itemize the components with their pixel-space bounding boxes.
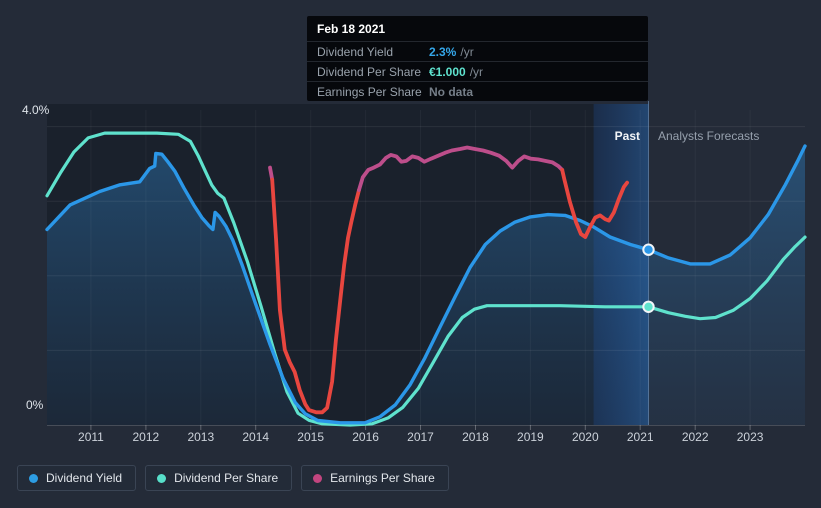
past-label: Past: [614, 129, 640, 143]
x-tick-label-2023: 2023: [736, 430, 764, 444]
tooltip-label: Dividend Per Share: [317, 64, 422, 79]
tooltip-label: Dividend Yield: [317, 44, 394, 59]
x-tick-label-2016: 2016: [352, 430, 379, 444]
earnings-per-share-line-segment: [268, 165, 275, 182]
x-tick-label-2015: 2015: [297, 430, 324, 444]
analysts-forecasts-label: Analysts Forecasts: [658, 129, 760, 143]
past-year-band: [593, 104, 649, 425]
dividend-yield-marker[interactable]: [642, 243, 655, 256]
earnings-per-share-line-segment: [270, 177, 361, 415]
x-tick-label-2022: 2022: [681, 430, 709, 444]
legend-item-earnings-per-share[interactable]: Earnings Per Share: [301, 465, 449, 491]
dividend-per-share-line: [45, 131, 807, 427]
dividend-per-share-marker[interactable]: [642, 300, 655, 313]
legend-label: Earnings Per Share: [330, 471, 435, 485]
tooltip-row-earnings-per-share: Earnings Per Share No data: [307, 81, 648, 101]
dividend-per-share-dot-icon: [157, 473, 167, 483]
legend: Dividend Yield Dividend Per Share Earnin…: [17, 465, 449, 491]
earnings-per-share-line-segment: [560, 168, 629, 239]
tooltip-unit: /yr: [469, 64, 484, 79]
tooltip-unit: /yr: [460, 44, 474, 59]
legend-item-dividend-yield[interactable]: Dividend Yield: [17, 465, 137, 491]
legend-label: Dividend Per Share: [174, 471, 279, 485]
tooltip-value: 2.3%: [429, 44, 457, 59]
x-tick-label-2018: 2018: [462, 430, 489, 444]
tooltip-label: Earnings Per Share: [317, 84, 422, 99]
x-tick-label-2019: 2019: [517, 430, 544, 444]
legend-label: Dividend Yield: [46, 471, 123, 485]
x-tick-label-2013: 2013: [187, 430, 215, 444]
y-axis-label-bottom: 0%: [26, 398, 44, 412]
y-axis-label-top: 4.0%: [22, 103, 50, 117]
tooltip-row-dividend-yield: Dividend Yield 2.3% /yr: [307, 41, 648, 61]
hover-tooltip: Feb 18 2021 Dividend Yield 2.3% /yr Divi…: [307, 16, 648, 101]
x-tick-label-2017: 2017: [407, 430, 434, 444]
legend-item-dividend-per-share[interactable]: Dividend Per Share: [145, 465, 293, 491]
earnings-per-share-line-segment: [357, 145, 565, 192]
x-tick-label-2020: 2020: [571, 430, 599, 444]
dividend-yield-dot-icon: [29, 473, 38, 483]
x-tick-label-2021: 2021: [626, 430, 654, 444]
x-tick-label-2011: 2011: [78, 430, 104, 444]
x-tick-label-2012: 2012: [132, 430, 160, 444]
tooltip-value: No data: [429, 84, 474, 99]
tooltip-date: Feb 18 2021: [317, 22, 386, 36]
tooltip-row-dividend-per-share: Dividend Per Share €1.000 /yr: [307, 61, 648, 81]
tooltip-value: €1.000: [429, 64, 466, 79]
x-tick-label-2014: 2014: [242, 430, 270, 444]
earnings-per-share-dot-icon: [313, 473, 323, 483]
